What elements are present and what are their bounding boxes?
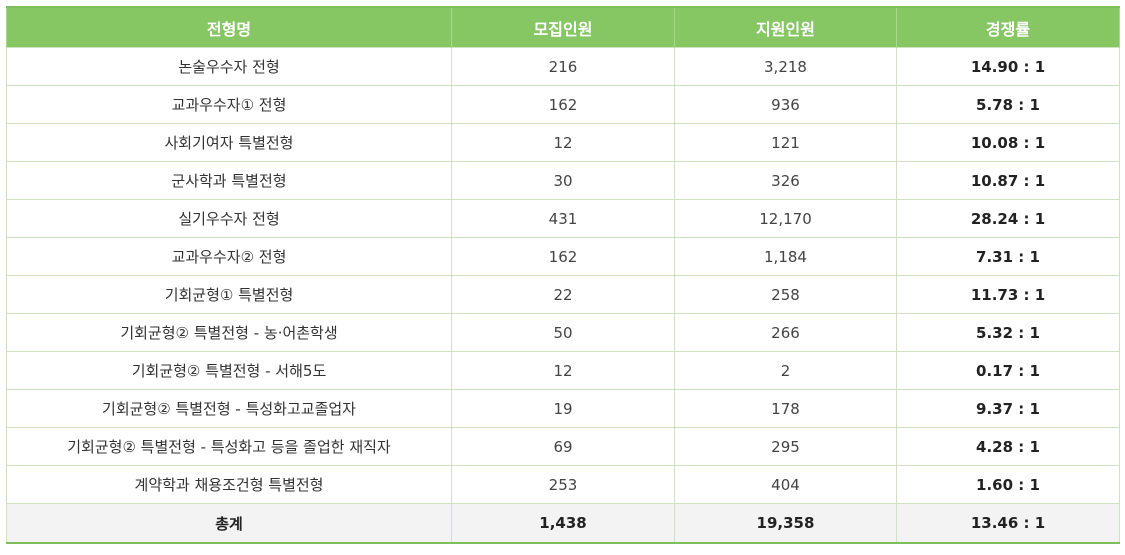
competition-rate-table-container: 전형명 모집인원 지원인원 경쟁률 논술우수자 전형 216 3,218 14.… (6, 6, 1120, 544)
row-competition-rate: 5.32 : 1 (896, 313, 1120, 352)
row-competition-rate: 1.60 : 1 (896, 465, 1120, 504)
row-applicant-count: 326 (674, 161, 897, 200)
row-applicant-count: 266 (674, 313, 897, 352)
table-row: 기회균형② 특별전형 - 특성화고 등을 졸업한 재직자 69 295 4.28… (6, 427, 1120, 466)
table-row: 교과우수자① 전형 162 936 5.78 : 1 (6, 85, 1120, 124)
row-admission-type: 군사학과 특별전형 (6, 161, 452, 200)
row-admission-type: 교과우수자① 전형 (6, 85, 452, 124)
row-applicant-count: 1,184 (674, 237, 897, 276)
total-competition-rate: 13.46 : 1 (896, 503, 1120, 544)
total-recruit-count: 1,438 (451, 503, 675, 544)
row-recruit-count: 162 (451, 85, 675, 124)
row-competition-rate: 4.28 : 1 (896, 427, 1120, 466)
row-admission-type: 기회균형① 특별전형 (6, 275, 452, 314)
table-row: 군사학과 특별전형 30 326 10.87 : 1 (6, 161, 1120, 200)
row-admission-type: 논술우수자 전형 (6, 47, 452, 86)
table-row: 계약학과 채용조건형 특별전형 253 404 1.60 : 1 (6, 465, 1120, 504)
row-admission-type: 실기우수자 전형 (6, 199, 452, 238)
row-competition-rate: 11.73 : 1 (896, 275, 1120, 314)
row-recruit-count: 69 (451, 427, 675, 466)
row-applicant-count: 12,170 (674, 199, 897, 238)
row-competition-rate: 9.37 : 1 (896, 389, 1120, 428)
row-admission-type: 기회균형② 특별전형 - 특성화고 등을 졸업한 재직자 (6, 427, 452, 466)
row-admission-type: 교과우수자② 전형 (6, 237, 452, 276)
row-competition-rate: 5.78 : 1 (896, 85, 1120, 124)
row-applicant-count: 258 (674, 275, 897, 314)
row-recruit-count: 12 (451, 351, 675, 390)
row-applicant-count: 178 (674, 389, 897, 428)
row-competition-rate: 0.17 : 1 (896, 351, 1120, 390)
table-row: 실기우수자 전형 431 12,170 28.24 : 1 (6, 199, 1120, 238)
header-recruit-count: 모집인원 (451, 7, 675, 48)
row-admission-type: 계약학과 채용조건형 특별전형 (6, 465, 452, 504)
row-admission-type: 사회기여자 특별전형 (6, 123, 452, 162)
table-row: 기회균형① 특별전형 22 258 11.73 : 1 (6, 275, 1120, 314)
table-header-row: 전형명 모집인원 지원인원 경쟁률 (6, 7, 1120, 48)
row-recruit-count: 216 (451, 47, 675, 86)
row-competition-rate: 10.08 : 1 (896, 123, 1120, 162)
header-competition-rate: 경쟁률 (896, 7, 1120, 48)
table-row: 논술우수자 전형 216 3,218 14.90 : 1 (6, 47, 1120, 86)
row-applicant-count: 121 (674, 123, 897, 162)
row-applicant-count: 2 (674, 351, 897, 390)
row-applicant-count: 936 (674, 85, 897, 124)
total-label: 총계 (6, 503, 452, 544)
row-recruit-count: 19 (451, 389, 675, 428)
row-recruit-count: 22 (451, 275, 675, 314)
row-competition-rate: 7.31 : 1 (896, 237, 1120, 276)
total-applicant-count: 19,358 (674, 503, 897, 544)
row-admission-type: 기회균형② 특별전형 - 특성화고교졸업자 (6, 389, 452, 428)
row-competition-rate: 10.87 : 1 (896, 161, 1120, 200)
table-row: 기회균형② 특별전형 - 농·어촌학생 50 266 5.32 : 1 (6, 313, 1120, 352)
row-recruit-count: 162 (451, 237, 675, 276)
row-competition-rate: 28.24 : 1 (896, 199, 1120, 238)
row-recruit-count: 431 (451, 199, 675, 238)
header-applicant-count: 지원인원 (674, 7, 897, 48)
row-competition-rate: 14.90 : 1 (896, 47, 1120, 86)
row-recruit-count: 253 (451, 465, 675, 504)
table-row: 교과우수자② 전형 162 1,184 7.31 : 1 (6, 237, 1120, 276)
table-row: 기회균형② 특별전형 - 서해5도 12 2 0.17 : 1 (6, 351, 1120, 390)
row-admission-type: 기회균형② 특별전형 - 농·어촌학생 (6, 313, 452, 352)
header-admission-type: 전형명 (6, 7, 452, 48)
row-recruit-count: 30 (451, 161, 675, 200)
row-applicant-count: 404 (674, 465, 897, 504)
table-total-row: 총계 1,438 19,358 13.46 : 1 (6, 503, 1120, 544)
competition-rate-table: 전형명 모집인원 지원인원 경쟁률 논술우수자 전형 216 3,218 14.… (6, 6, 1120, 544)
row-applicant-count: 295 (674, 427, 897, 466)
table-row: 기회균형② 특별전형 - 특성화고교졸업자 19 178 9.37 : 1 (6, 389, 1120, 428)
row-recruit-count: 12 (451, 123, 675, 162)
row-admission-type: 기회균형② 특별전형 - 서해5도 (6, 351, 452, 390)
table-row: 사회기여자 특별전형 12 121 10.08 : 1 (6, 123, 1120, 162)
row-recruit-count: 50 (451, 313, 675, 352)
row-applicant-count: 3,218 (674, 47, 897, 86)
